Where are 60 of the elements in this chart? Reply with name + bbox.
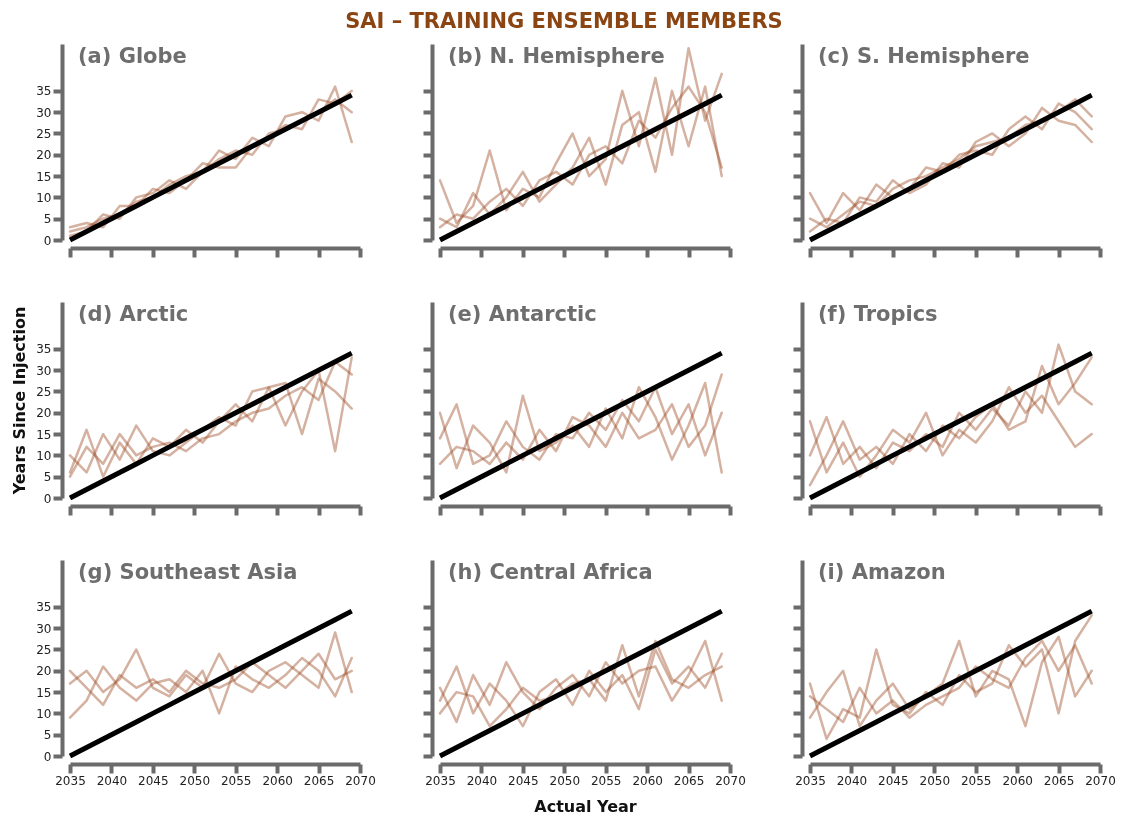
y-tick-label: 5 [43, 212, 52, 227]
y-tick-label: 15 [36, 169, 52, 184]
y-tick-label: 35 [36, 600, 52, 615]
y-tick-label: 35 [36, 84, 52, 99]
x-tick-label: 2070 [1085, 773, 1116, 788]
chart-title: (i) Amazon [818, 560, 946, 584]
chart-title: (a) Globe [78, 44, 187, 68]
y-tick-label: 30 [36, 105, 52, 120]
x-tick-label: 2055 [220, 773, 252, 788]
x-tick-label: 2045 [508, 773, 539, 788]
y-tick-label: 10 [36, 190, 52, 205]
x-tick-label: 2050 [179, 773, 211, 788]
y-tick-label: 20 [36, 406, 52, 421]
text: SAI – TRAINING ENSEMBLE MEMBERS [344, 8, 784, 35]
y-tick-label: 25 [36, 384, 52, 399]
x-tick-label: 2055 [590, 773, 622, 788]
y-tick-label: 5 [43, 470, 52, 485]
y-tick-label: 25 [36, 126, 52, 141]
x-tick-label: 2065 [303, 773, 335, 788]
y-tick-label: 0 [43, 749, 52, 764]
y-tick-label: 15 [36, 685, 52, 700]
y-tick-label: 5 [43, 728, 52, 743]
x-tick-label: 2065 [673, 773, 705, 788]
y-tick-label: 25 [36, 642, 52, 657]
x-tick-label: 2055 [960, 773, 992, 788]
x-tick-label: 2040 [836, 773, 868, 788]
x-tick-label: 2050 [549, 773, 581, 788]
y-tick-label: 20 [36, 664, 52, 679]
chart-title: (g) Southeast Asia [78, 560, 298, 584]
x-tick-label: 2070 [715, 773, 746, 788]
x-tick-label: 2060 [262, 773, 293, 788]
y-tick-label: 0 [43, 491, 52, 506]
y-tick-label: 15 [36, 427, 52, 442]
chart-title: (e) Antarctic [448, 302, 597, 326]
x-axis-title: Actual Year [534, 796, 637, 816]
chart-title: (c) S. Hemisphere [818, 44, 1030, 68]
y-axis-title: Years Since Injection [10, 306, 30, 496]
x-tick-label: 2045 [878, 773, 909, 788]
chart-title: (f) Tropics [818, 302, 938, 326]
x-tick-label: 2060 [1002, 773, 1033, 788]
y-tick-label: 10 [36, 706, 52, 721]
y-tick-label: 30 [36, 363, 52, 378]
y-tick-label: 10 [36, 448, 52, 463]
chart-title: (d) Arctic [78, 302, 189, 326]
x-tick-label: 2070 [345, 773, 376, 788]
x-tick-label: 2035 [795, 773, 826, 788]
x-tick-label: 2040 [466, 773, 498, 788]
x-tick-label: 2035 [55, 773, 86, 788]
y-tick-label: 30 [36, 621, 52, 636]
x-tick-label: 2065 [1043, 773, 1075, 788]
y-tick-label: 0 [43, 233, 52, 248]
x-tick-label: 2050 [919, 773, 951, 788]
y-tick-label: 35 [36, 342, 52, 357]
x-tick-label: 2035 [425, 773, 456, 788]
chart-title: (h) Central Africa [448, 560, 653, 584]
x-tick-label: 2040 [96, 773, 128, 788]
chart-title: (b) N. Hemisphere [448, 44, 665, 68]
x-tick-label: 2060 [632, 773, 663, 788]
x-tick-label: 2045 [138, 773, 169, 788]
y-tick-label: 20 [36, 148, 52, 163]
